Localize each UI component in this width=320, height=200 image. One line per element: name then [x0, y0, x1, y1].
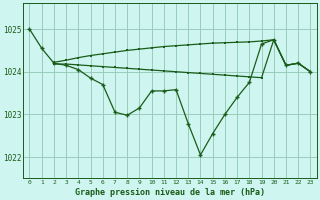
X-axis label: Graphe pression niveau de la mer (hPa): Graphe pression niveau de la mer (hPa) — [75, 188, 265, 197]
